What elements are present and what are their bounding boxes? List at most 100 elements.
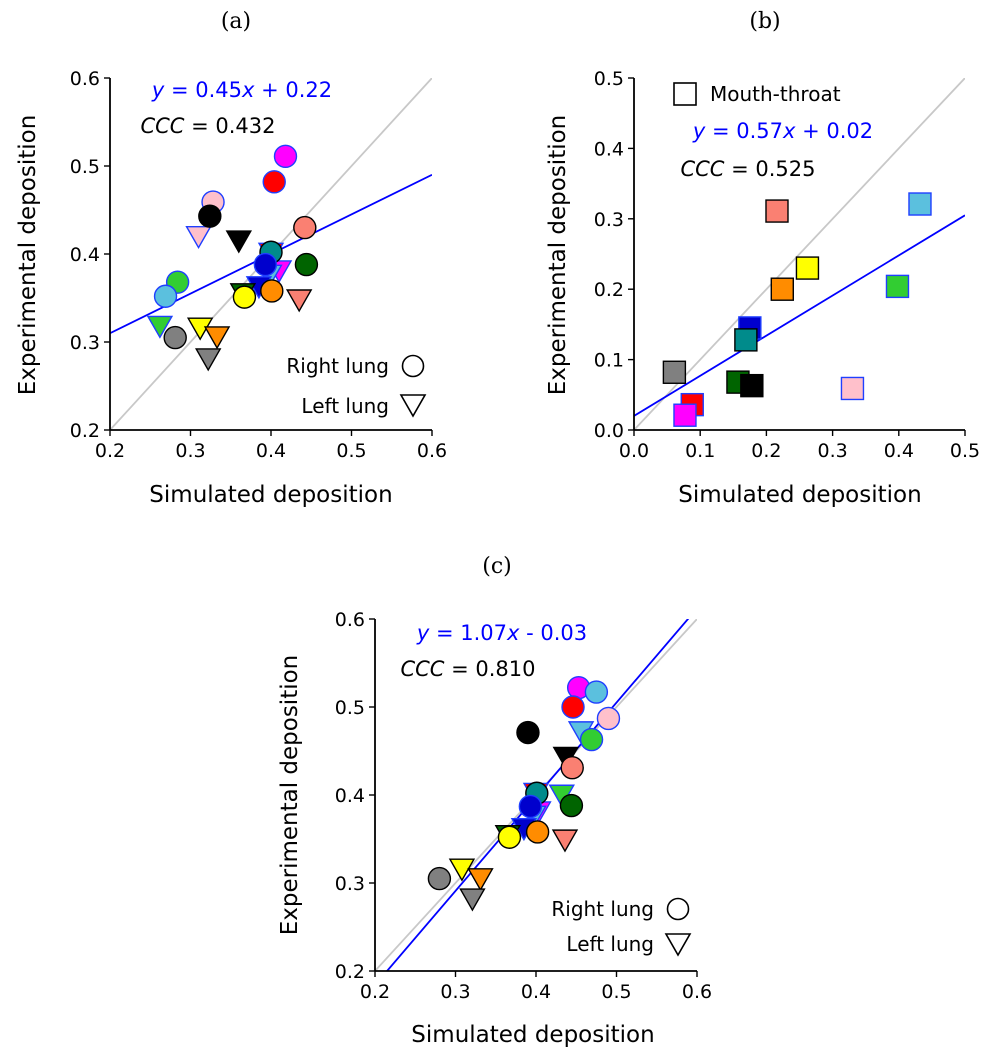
x-axis-label: Simulated deposition: [149, 482, 392, 508]
legend-triangle-marker: [664, 933, 692, 957]
y-tick-label: 0.6: [335, 609, 365, 631]
x-tick-label: 0.6: [682, 981, 712, 1003]
fit-equation: y = 0.57x + 0.02: [692, 119, 873, 143]
ccc-value: CCC = 0.810: [400, 657, 535, 681]
data-point-triangle: [285, 289, 313, 313]
x-tick-label: 0.3: [440, 981, 470, 1003]
data-point-circle: [163, 325, 187, 350]
data-point-circle: [561, 695, 585, 719]
legend-triangle-marker: [399, 394, 427, 418]
data-points: [662, 192, 932, 427]
panel-b: (b) 0.0 0.1 0.2 0.3 0.4 0.5 0.0 0.1 0.2 0.3 0.4 0.5…: [545, 9, 980, 508]
data-point-square: [673, 403, 697, 427]
data-point-circle: [153, 284, 178, 308]
legend-left-lung-label: Left lung: [301, 394, 389, 418]
data-point-circle: [497, 825, 522, 849]
data-point-circle: [260, 279, 284, 303]
data-point-circle: [584, 680, 609, 704]
x-tick-label: 0.3: [817, 440, 847, 462]
x-tick-label: 0.2: [751, 440, 781, 462]
x-tick-label: 0.3: [175, 440, 205, 462]
axes: [374, 619, 697, 972]
x-tick-label: 0.4: [884, 440, 914, 462]
data-point-circle: [518, 794, 543, 819]
data-points: [427, 675, 621, 912]
y-tick-label: 0.4: [594, 138, 624, 160]
y-tick-label: 0.5: [70, 156, 100, 178]
data-point-circle: [294, 252, 319, 277]
data-point-triangle: [459, 888, 486, 912]
y-axis-label: Experimental deposition: [15, 115, 41, 396]
x-tick-label: 0.0: [619, 440, 649, 462]
data-point-circle: [262, 170, 286, 194]
legend-circle-marker: [401, 354, 425, 378]
panel-c: (c) 0.2 0.3 0.4 0.5 0.6 0.2 0.3 0.4 0.5 0.6 y = 1…: [277, 554, 712, 1048]
data-point-triangle: [467, 868, 494, 892]
x-tick-label: 0.5: [601, 981, 631, 1003]
data-points: [146, 144, 319, 372]
y-tick-label: 0.0: [594, 420, 624, 442]
y-tick-label: 0.1: [594, 350, 624, 372]
legend-left-lung-label: Left lung: [566, 932, 654, 956]
data-point-triangle: [225, 230, 253, 254]
legend-circle-marker: [666, 897, 690, 921]
data-point-circle: [525, 820, 550, 844]
y-tick-label: 0.2: [335, 961, 365, 983]
y-tick-label: 0.4: [335, 785, 365, 807]
y-axis-label: Experimental deposition: [277, 655, 303, 936]
axis-ticks: 0.2 0.3 0.4 0.5 0.6 0.2 0.3 0.4 0.5 0.6: [335, 609, 712, 1003]
identity-line: [634, 78, 965, 430]
x-tick-label: 0.5: [336, 440, 366, 462]
y-tick-label: 0.2: [594, 279, 624, 301]
data-point-triangle: [195, 348, 222, 372]
x-tick-label: 0.2: [95, 440, 125, 462]
data-point-circle: [253, 252, 278, 277]
axis-ticks: 0.2 0.3 0.4 0.5 0.6 0.2 0.3 0.4 0.5 0.6: [70, 68, 447, 462]
y-axis-label: Experimental deposition: [545, 115, 571, 396]
data-point-circle: [427, 866, 452, 891]
x-tick-label: 0.2: [360, 981, 390, 1003]
axes: [109, 78, 432, 431]
data-point-circle: [559, 793, 584, 818]
legend-square-marker: [673, 82, 697, 106]
data-point-square: [908, 192, 932, 216]
y-tick-label: 0.3: [335, 873, 365, 895]
y-tick-label: 0.3: [594, 209, 624, 231]
data-point-triangle: [448, 858, 476, 882]
data-point-triangle: [185, 225, 212, 250]
x-tick-label: 0.5: [950, 440, 980, 462]
data-point-square: [840, 376, 865, 401]
panel-a: (a) 0.2 0.3 0.4 0.5 0.6 0.2 0.3 0.4 0.5 0.6 y = 0…: [15, 9, 447, 508]
data-point-square: [795, 256, 820, 280]
ccc-value: CCC = 0.432: [140, 114, 275, 138]
data-point-circle: [273, 144, 298, 169]
legend-mouth-throat-label: Mouth-throat: [710, 82, 841, 106]
data-point-circle: [579, 727, 604, 752]
x-tick-label: 0.4: [256, 440, 286, 462]
axis-ticks: 0.0 0.1 0.2 0.3 0.4 0.5 0.0 0.1 0.2 0.3 0.4 0.5: [594, 68, 980, 462]
y-tick-label: 0.4: [70, 244, 100, 266]
panel-label: (c): [482, 554, 512, 579]
data-point-triangle: [203, 326, 231, 350]
legend-right-lung-label: Right lung: [286, 354, 389, 378]
x-tick-label: 0.6: [417, 440, 447, 462]
data-point-square: [770, 277, 794, 301]
panel-label: (b): [749, 9, 780, 34]
data-point-triangle: [146, 315, 174, 339]
plot-lines: [634, 78, 965, 430]
x-tick-label: 0.1: [685, 440, 715, 462]
data-point-triangle: [551, 829, 579, 853]
data-point-circle: [516, 720, 540, 745]
data-point-circle: [560, 756, 584, 780]
data-point-square: [734, 328, 758, 352]
data-point-circle: [293, 215, 317, 240]
y-tick-label: 0.2: [70, 420, 100, 442]
data-point-square: [765, 199, 789, 223]
fit-equation: y = 0.45x + 0.22: [151, 78, 332, 102]
x-axis-label: Simulated deposition: [678, 482, 921, 508]
data-point-square: [740, 373, 764, 398]
x-axis-label: Simulated deposition: [411, 1022, 654, 1048]
fit-line: [634, 214, 965, 417]
x-tick-label: 0.4: [521, 981, 551, 1003]
